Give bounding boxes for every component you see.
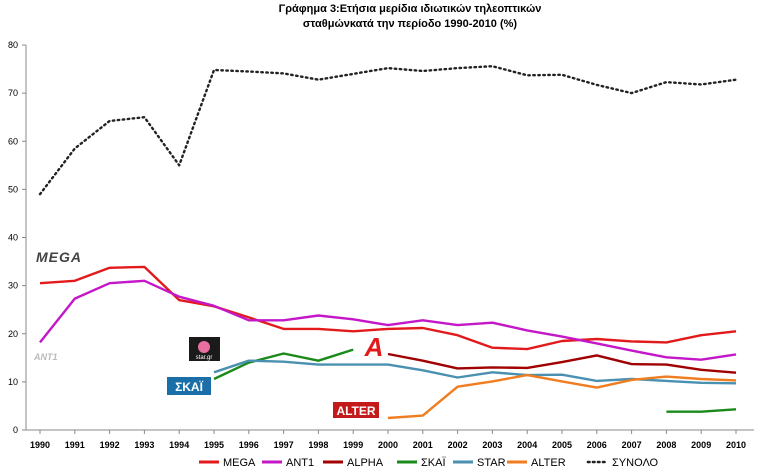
series-layer [38, 65, 738, 420]
skai-logo-box [167, 377, 211, 395]
legend: MEGA ANT1 ALPHA ΣΚΑΪ STAR ALTER ΣΥΝΟΛΟ [199, 457, 659, 469]
star-logo-text: star.gr [196, 355, 213, 361]
x-tick-label: 1992 [100, 440, 120, 450]
series-line-σκαϊ [213, 348, 354, 381]
series-line-σκαϊ [666, 408, 737, 413]
legend-label-star: STAR [477, 457, 506, 469]
x-tick-label: 1991 [65, 440, 85, 450]
legend-item-alter: ALTER [507, 457, 566, 469]
legend-item-star: STAR [453, 457, 506, 469]
series-alter [387, 373, 737, 420]
series-σκαϊ [213, 348, 737, 413]
legend-item-mega: MEGA [199, 457, 256, 469]
series-mega [39, 265, 737, 351]
x-tick-label: 2003 [482, 440, 502, 450]
y-tick-label: 50 [8, 184, 18, 194]
chart-title-line-1: Γράφημα 3:Ετήσια μερίδια ιδιωτικών τηλεο… [279, 3, 542, 15]
x-tick-label: 2006 [587, 440, 607, 450]
legend-item-ant1: ANT1 [262, 457, 314, 469]
x-tick-label: 1999 [343, 440, 363, 450]
ant1-logo: ANT1 [33, 352, 58, 362]
x-tick-label: 1997 [274, 440, 294, 450]
series-line-alter [387, 373, 737, 420]
series-line-alpha [387, 352, 737, 374]
legend-label-alpha: ALPHA [347, 457, 384, 469]
axes: 0 10 20 30 40 50 60 70 80 1990 1991 1992 1993 1994 199… [8, 40, 754, 450]
x-tick-label: 2002 [448, 440, 468, 450]
chart-title-line-2: σταθμώνκατά την περίοδο 1990-2010 (%) [303, 18, 518, 30]
x-tick-label: 2010 [726, 440, 746, 450]
skai-logo-text: ΣΚΑΪ [175, 379, 204, 394]
x-tick-label: 2007 [622, 440, 642, 450]
series-line-συνολο [38, 65, 738, 196]
legend-label-ant1: ANT1 [286, 457, 314, 469]
x-tick-label: 2001 [413, 440, 433, 450]
y-tick-label: 0 [13, 425, 18, 435]
legend-label-σκαϊ: ΣΚΑΪ [421, 457, 446, 469]
legend-item-alpha: ALPHA [323, 457, 384, 469]
x-tick-label: 1994 [169, 440, 189, 450]
legend-label-alter: ALTER [531, 457, 566, 469]
x-tick-label: 2005 [552, 440, 572, 450]
y-tick-label: 10 [8, 377, 18, 387]
legend-label-συνολο: ΣΥΝΟΛΟ [612, 457, 659, 469]
series-star [213, 359, 737, 385]
x-tick-label: 2004 [517, 440, 537, 450]
x-tick-label: 1993 [134, 440, 154, 450]
legend-item-σκαϊ: ΣΚΑΪ [397, 457, 446, 469]
x-tick-label: 2009 [691, 440, 711, 450]
x-tick-label: 2000 [378, 440, 398, 450]
series-line-star [213, 359, 737, 385]
y-tick-label: 60 [8, 136, 18, 146]
legend-label-mega: MEGA [223, 457, 256, 469]
mega-logo: MEGA [36, 249, 82, 265]
series-ant1 [39, 279, 737, 361]
star-logo-flower [198, 341, 210, 353]
y-tick-label: 20 [8, 329, 18, 339]
y-tick-label: 70 [8, 88, 18, 98]
x-tick-label: 1995 [204, 440, 224, 450]
x-tick-label: 1990 [30, 440, 50, 450]
y-tick-label: 40 [8, 233, 18, 243]
y-tick-label: 30 [8, 281, 18, 291]
alter-logo-text: ALTER [336, 404, 375, 418]
series-line-mega [39, 265, 737, 351]
channel-logos: MEGA ANT1 star.gr ΣΚΑΪ A ALTER [33, 249, 383, 418]
legend-item-συνολο: ΣΥΝΟΛΟ [586, 457, 659, 469]
x-tick-label: 1996 [239, 440, 259, 450]
alter-logo-box [333, 402, 379, 418]
x-tick-label: 2008 [656, 440, 676, 450]
y-tick-label: 80 [8, 40, 18, 50]
x-tick-label: 1998 [308, 440, 328, 450]
series-συνολο [38, 65, 738, 196]
series-alpha [387, 352, 737, 374]
alpha-logo: A [364, 332, 384, 362]
series-line-ant1 [39, 279, 737, 361]
